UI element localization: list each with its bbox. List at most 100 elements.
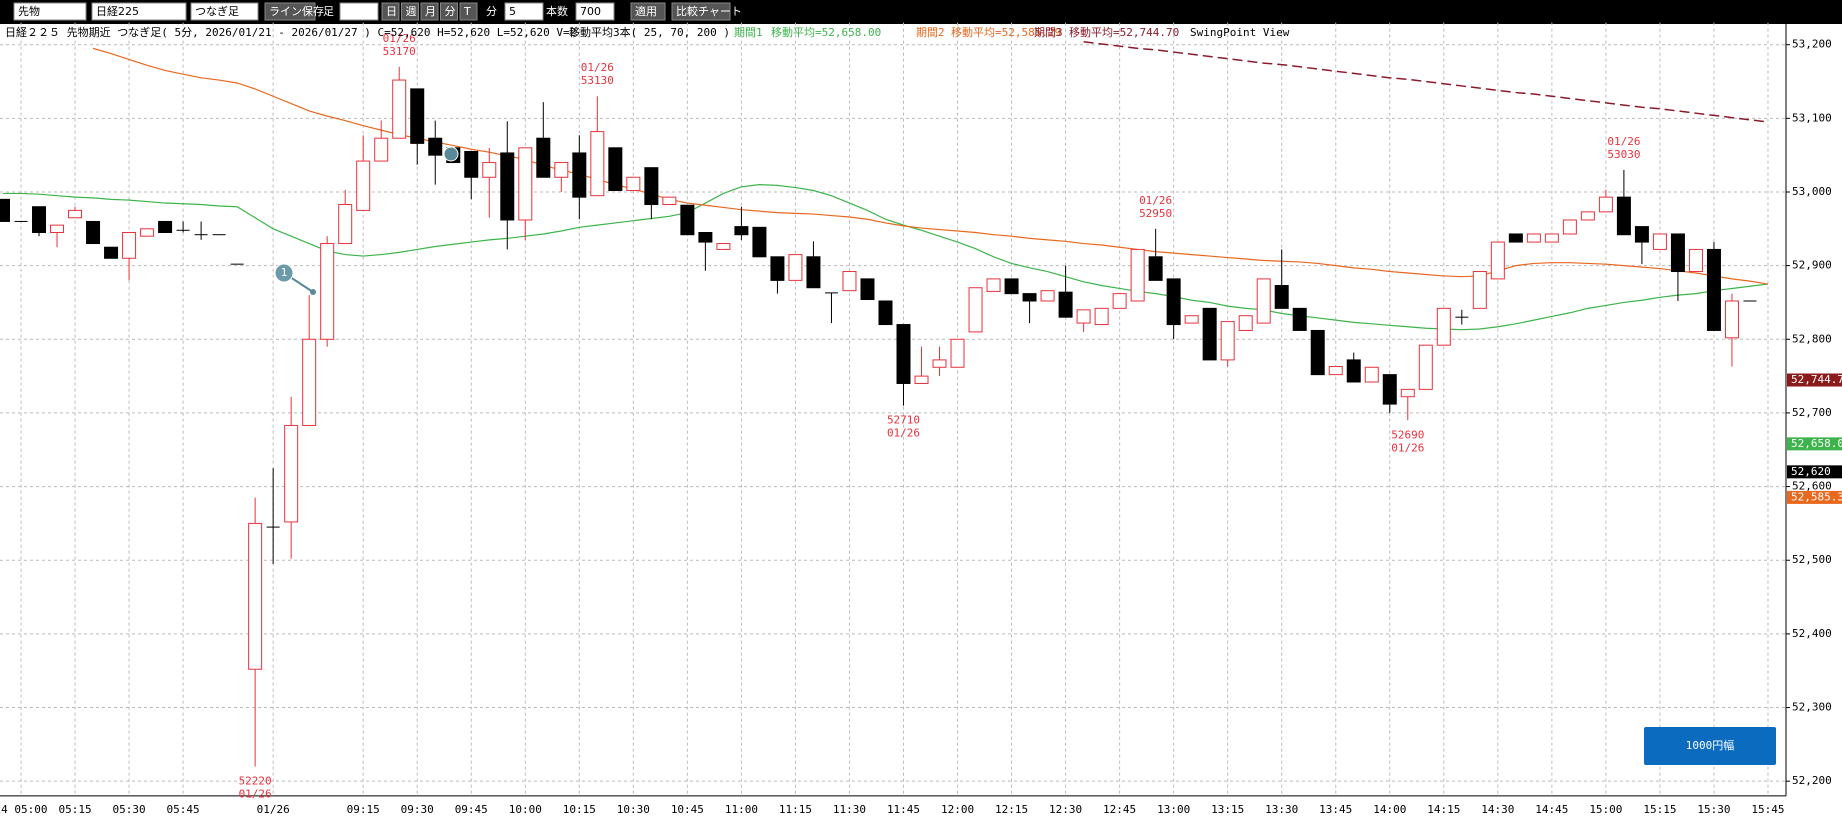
period-button[interactable]: 月: [425, 5, 436, 18]
price-marker-label: 52,658.0: [1791, 437, 1842, 450]
range-button-label[interactable]: 1000円幅: [1686, 739, 1735, 752]
info-line: 日経２２５ 先物期近 つなぎ足( 5分, 2026/01/21 - 2026/0…: [5, 25, 1290, 39]
swing-price: 53130: [581, 74, 614, 87]
price-marker: [1787, 490, 1842, 504]
candle-body: [1652, 233, 1667, 250]
candle-body: [1004, 278, 1019, 295]
compare-button[interactable]: 比較チャート: [676, 4, 742, 18]
market-select[interactable]: 先物: [18, 4, 40, 18]
candle-body: [554, 162, 569, 178]
candle-body: [1472, 271, 1487, 309]
x-tick-label: 14:00: [1373, 803, 1406, 816]
period-button-box[interactable]: [459, 2, 478, 21]
period-button[interactable]: 日: [386, 5, 397, 18]
mode-select-box[interactable]: [190, 2, 259, 21]
period-button[interactable]: T: [463, 5, 471, 18]
candle-body: [734, 226, 749, 236]
compare-button-box[interactable]: [671, 2, 731, 21]
candle-body: [338, 204, 353, 245]
candle-body: [1562, 219, 1577, 235]
candle-body: [374, 137, 389, 162]
period-button-box[interactable]: [440, 2, 458, 21]
candle-body: [158, 220, 173, 233]
plot: 52,200 52,300 52,400 52,500 52,600 52,700 52,8…: [0, 22, 1842, 816]
period-button[interactable]: 週: [406, 5, 417, 18]
x-tick-label: 10:00: [509, 803, 542, 816]
period-button-box[interactable]: [401, 2, 419, 21]
legend-value: 移動平均=52,585.29: [951, 25, 1061, 39]
price-marker: [1787, 373, 1842, 387]
candle-body: [500, 152, 515, 221]
x-tick-label: 09:15: [347, 803, 380, 816]
mode-select[interactable]: つなぎ足: [195, 4, 239, 18]
swing-price: 53030: [1607, 148, 1640, 161]
drawing-handle[interactable]: [443, 146, 459, 162]
x-tick-label: 09:45: [455, 803, 488, 816]
y-tick-label: 52,500: [1792, 553, 1832, 566]
candle-body: [1616, 196, 1631, 236]
candle-body: [410, 88, 425, 144]
range-button[interactable]: [1644, 727, 1776, 765]
candle-body: [752, 226, 767, 258]
candle-body: [1058, 291, 1073, 318]
period-button[interactable]: 分: [445, 5, 456, 18]
swing-date: 01/26: [1607, 135, 1640, 148]
legend-name: 期間2: [916, 26, 945, 39]
candle-body: [1364, 366, 1379, 383]
candle-body: [1418, 344, 1433, 390]
candle-body: [284, 424, 299, 523]
swing-date: 01/26: [1391, 441, 1424, 454]
candle-body: [806, 256, 821, 289]
apply-button[interactable]: 適用: [635, 4, 657, 18]
count-input[interactable]: 700: [580, 5, 601, 18]
period-button-box[interactable]: [420, 2, 439, 21]
candle-body: [644, 167, 659, 206]
save-button-box[interactable]: [264, 2, 316, 21]
candle-body: [1166, 278, 1181, 326]
save-button[interactable]: ライン保存: [269, 4, 324, 18]
x-tick-label: 11:30: [833, 803, 866, 816]
x-tick-label: 05:15: [58, 803, 91, 816]
candle-body: [1544, 233, 1559, 243]
interval-input[interactable]: 5: [509, 5, 516, 18]
drawing-handle[interactable]: [274, 263, 294, 283]
toolbar: 先物 日経225 つなぎ足 ライン保存足日週月分 T 分 5 本数 700 適用 比較チャート: [13, 2, 742, 21]
y-tick-label: 53,200: [1792, 38, 1832, 51]
candle-body: [140, 228, 155, 237]
y-tick-label: 52,900: [1792, 259, 1832, 272]
candle-body: [320, 243, 335, 340]
price-marker-label: 52,744.7: [1791, 373, 1842, 386]
swing-price: 52690: [1391, 428, 1424, 441]
legend-value: 移動平均=52,658.00: [771, 25, 881, 39]
candle-body: [698, 231, 713, 243]
candle-body: [1598, 196, 1613, 213]
candle-body: [842, 271, 857, 292]
candle-body: [950, 338, 965, 368]
period-button-box[interactable]: [381, 2, 400, 21]
price-marker-label: 52,620: [1791, 465, 1831, 478]
count-input-box[interactable]: [575, 2, 615, 21]
candle-body: [392, 79, 407, 139]
candle-body: [986, 278, 1001, 292]
drawing-end: [310, 289, 316, 295]
apply-button-box[interactable]: [630, 2, 666, 21]
x-tick-label: 13:15: [1211, 803, 1244, 816]
interval-input-box[interactable]: [504, 2, 544, 21]
candle-body: [1508, 233, 1523, 243]
index-select[interactable]: 日経225: [96, 5, 139, 18]
swing-price: 52950: [1139, 207, 1172, 220]
bar-input[interactable]: [339, 2, 379, 21]
swing-price: 52220: [239, 774, 272, 787]
candle-body: [1706, 248, 1721, 331]
x-tick-label: 10:30: [617, 803, 650, 816]
index-select-box[interactable]: [91, 2, 187, 21]
candle-body: [716, 243, 731, 250]
candle-body: [1292, 307, 1307, 331]
candle-body: [356, 160, 371, 211]
candle-body: [1130, 248, 1145, 302]
candle-body: [1274, 285, 1289, 309]
drawing-handle-label[interactable]: 1: [281, 266, 288, 279]
legend-name: 期間1: [734, 26, 763, 39]
candle-body: [968, 287, 983, 333]
market-select-box[interactable]: [13, 2, 87, 21]
